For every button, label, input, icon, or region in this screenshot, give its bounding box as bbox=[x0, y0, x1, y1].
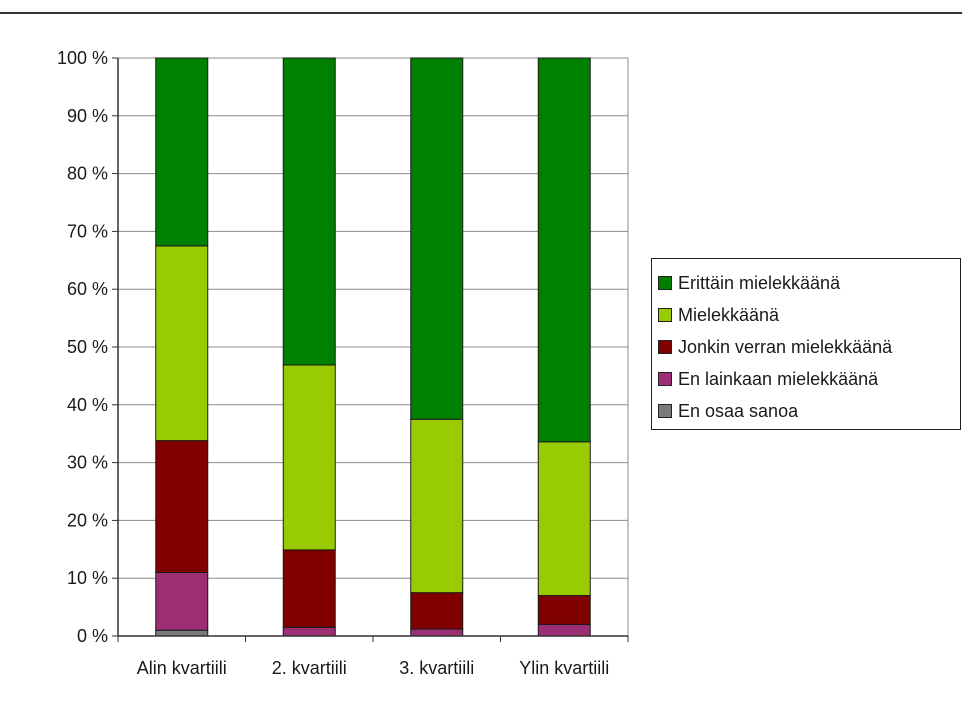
y-tick-label: 100 % bbox=[57, 48, 108, 68]
legend-item: En lainkaan mielekkäänä bbox=[658, 363, 960, 395]
y-tick-label: 50 % bbox=[67, 337, 108, 357]
y-tick-label: 0 % bbox=[77, 626, 108, 646]
x-tick-label: 2. kvartiili bbox=[272, 658, 347, 678]
y-tick-label: 40 % bbox=[67, 395, 108, 415]
bar-segment bbox=[410, 628, 464, 637]
bar-segment bbox=[410, 57, 464, 420]
bar-segment bbox=[537, 57, 591, 443]
y-tick-label: 20 % bbox=[67, 510, 108, 530]
bar-segment bbox=[155, 57, 209, 247]
y-tick-label: 60 % bbox=[67, 279, 108, 299]
y-tick-label: 10 % bbox=[67, 568, 108, 588]
x-tick-label: Alin kvartiili bbox=[137, 658, 227, 678]
y-tick-label: 80 % bbox=[67, 164, 108, 184]
bar-segment bbox=[410, 418, 464, 594]
legend-swatch-icon bbox=[658, 372, 672, 386]
bar-segment bbox=[282, 57, 336, 366]
bar-segment bbox=[282, 626, 336, 637]
legend-item: Mielekkäänä bbox=[658, 299, 960, 331]
bar-segment bbox=[155, 245, 209, 442]
bar-segment bbox=[537, 441, 591, 597]
x-tick-label: 3. kvartiili bbox=[399, 658, 474, 678]
legend-label: Jonkin verran mielekkäänä bbox=[678, 336, 893, 357]
top-divider bbox=[0, 12, 962, 14]
legend-swatch-icon bbox=[658, 308, 672, 322]
bar-segment bbox=[410, 592, 464, 630]
legend-label: Mielekkäänä bbox=[678, 304, 780, 325]
y-tick-label: 90 % bbox=[67, 106, 108, 126]
legend-label: Erittäin mielekkäänä bbox=[678, 272, 841, 293]
legend-swatch-icon bbox=[658, 404, 672, 418]
y-tick-label: 70 % bbox=[67, 221, 108, 241]
legend-item: Jonkin verran mielekkäänä bbox=[658, 331, 960, 363]
legend-item: Erittäin mielekkäänä bbox=[658, 267, 960, 299]
bar-segment bbox=[282, 549, 336, 628]
x-tick-label: Ylin kvartiili bbox=[519, 658, 609, 678]
bar-segment bbox=[282, 364, 336, 551]
legend-item: En osaa sanoa bbox=[658, 395, 960, 427]
bar-segment bbox=[155, 629, 209, 637]
bar-segment bbox=[537, 595, 591, 625]
bar-segment bbox=[155, 440, 209, 573]
chart-legend: Erittäin mielekkäänä Mielekkäänä Jonkin … bbox=[651, 258, 961, 430]
bar-segment bbox=[537, 623, 591, 637]
legend-swatch-icon bbox=[658, 340, 672, 354]
legend-label: En lainkaan mielekkäänä bbox=[678, 368, 879, 389]
bar-segment bbox=[155, 571, 209, 631]
legend-label: En osaa sanoa bbox=[678, 400, 799, 421]
y-tick-label: 30 % bbox=[67, 453, 108, 473]
legend-swatch-icon bbox=[658, 276, 672, 290]
